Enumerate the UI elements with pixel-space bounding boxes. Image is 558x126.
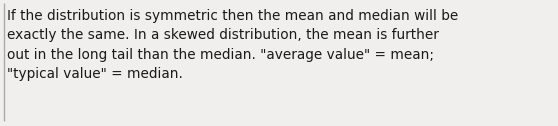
Text: If the distribution is symmetric then the mean and median will be
exactly the sa: If the distribution is symmetric then th…	[7, 9, 459, 81]
